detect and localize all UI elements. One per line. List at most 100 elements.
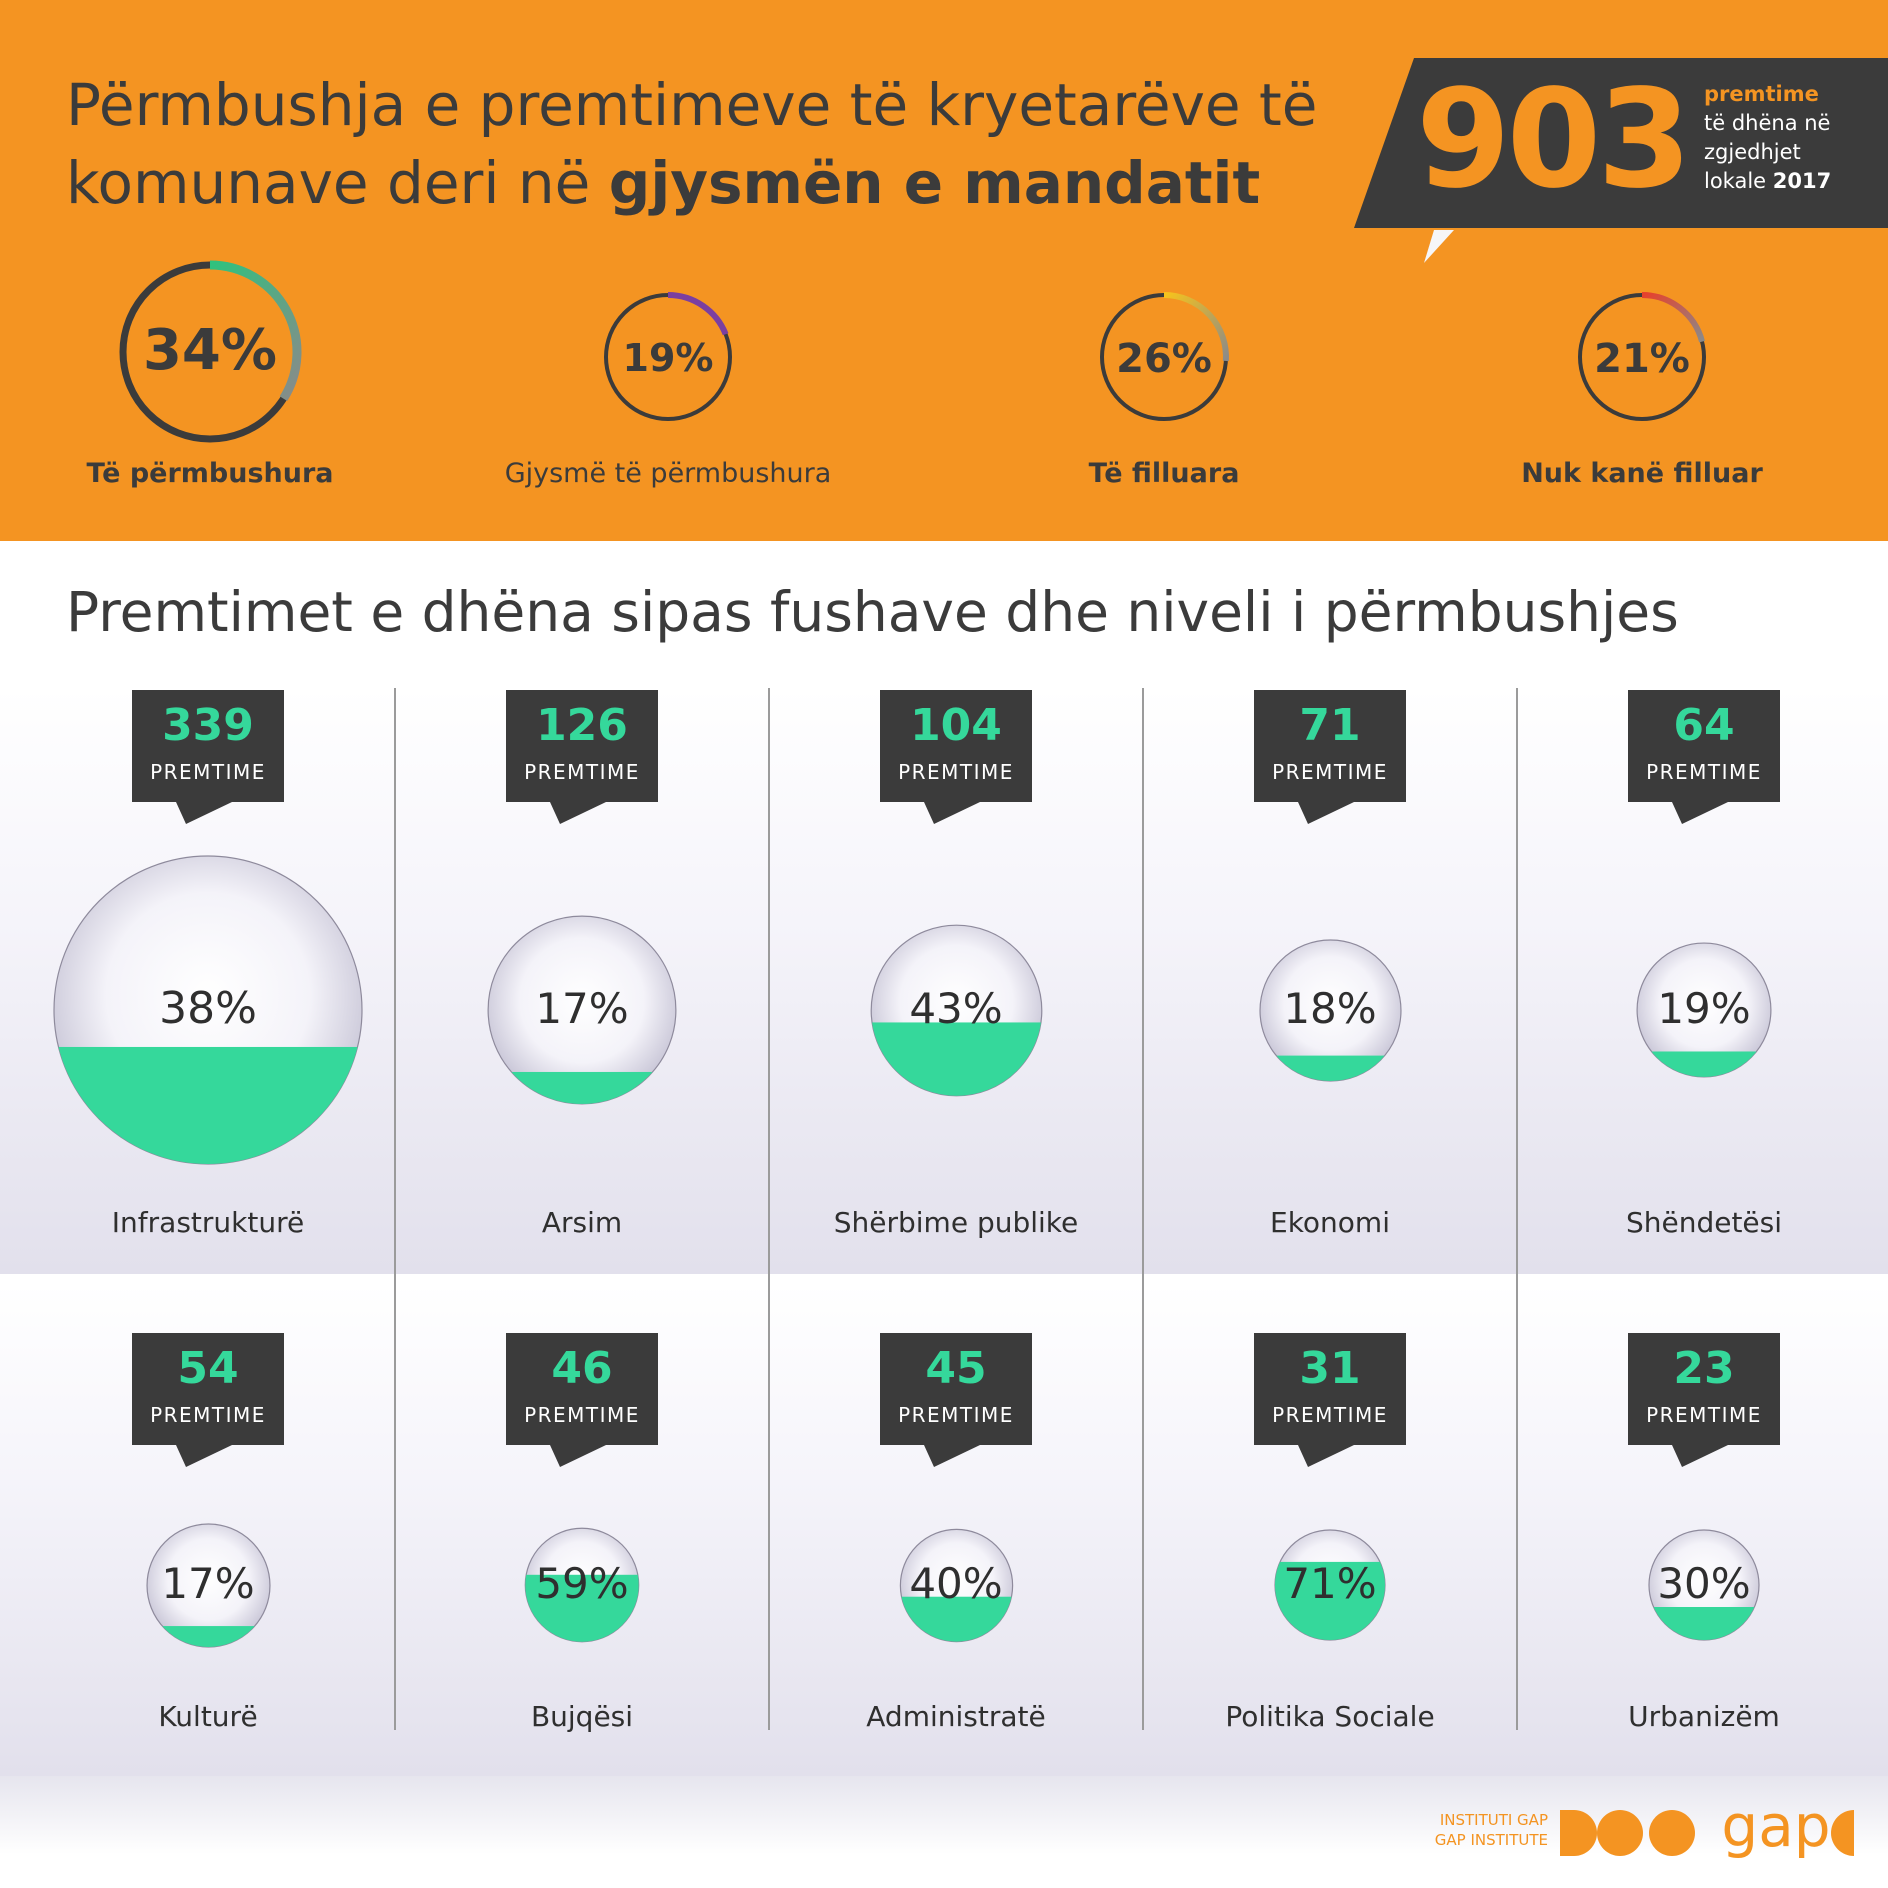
count-tag: 339 PREMTIME [132, 690, 284, 824]
org-name-en: GAP INSTITUTE [1434, 1831, 1548, 1849]
tag-shape [132, 1333, 284, 1467]
tag-shape [880, 1333, 1032, 1467]
field-name: Administratë [866, 1700, 1046, 1733]
fulfillment-bubble [487, 915, 677, 1105]
total-promises-banner: 903 premtime të dhëna në zgjedhjet lokal… [1354, 58, 1888, 263]
logo-word: gap [1721, 1798, 1830, 1860]
field-name: Ekonomi [1270, 1206, 1390, 1239]
total-label-year: 2017 [1772, 169, 1832, 193]
count-tag: 45 PREMTIME [880, 1333, 1032, 1467]
field-name: Arsim [541, 1206, 623, 1239]
bubble-circle [1636, 942, 1772, 1078]
promise-count: 104 [910, 700, 1002, 751]
fulfillment-bubble [870, 924, 1042, 1096]
banner-shape [1354, 58, 1888, 263]
column-divider [1516, 688, 1518, 1730]
promise-count: 45 [925, 1343, 987, 1394]
count-tag: 71 PREMTIME [1254, 690, 1406, 824]
status-half-fulfilled: 19% Gjysmë të përmbushura [468, 248, 868, 489]
field-name: Shëndetësi [1625, 1206, 1783, 1239]
column-divider [1142, 688, 1144, 1730]
fulfillment-bubble [899, 1528, 1013, 1642]
ring-progress-arc [209, 260, 302, 402]
count-tag: 126 PREMTIME [506, 690, 658, 824]
bubble-circle [487, 915, 677, 1105]
tag-shape [1254, 690, 1406, 824]
org-name: INSTITUTI GAP GAP INSTITUTE [1348, 1810, 1548, 1850]
total-label-lokale: lokale [1704, 169, 1767, 193]
fulfillment-bubble [145, 1522, 271, 1648]
total-label: premtime të dhëna në zgjedhjet lokale 20… [1704, 80, 1884, 196]
tag-shape [132, 690, 284, 824]
total-label-line3: lokale 2017 [1704, 167, 1884, 196]
gap-logo: gap [1560, 1798, 1854, 1860]
banner-body [1354, 58, 1888, 228]
section-title: Premtimet e dhëna sipas fushave dhe nive… [66, 580, 1679, 644]
field-name: Urbanizëm [1628, 1700, 1780, 1733]
status-label: Të filluara [1088, 458, 1240, 489]
count-tag: 104 PREMTIME [880, 690, 1032, 824]
ring-progress-arc [1641, 292, 1705, 343]
page-title: Përmbushja e premtimeve të kryetarëve të… [66, 66, 1356, 222]
total-label-line2: zgjedhjet [1704, 140, 1801, 164]
org-name-sq: INSTITUTI GAP [1439, 1811, 1548, 1829]
promise-count: 54 [177, 1343, 239, 1394]
column-divider [768, 688, 770, 1730]
field-name: Shërbime publike [833, 1206, 1079, 1239]
column-divider [394, 688, 396, 1730]
tag-shape [880, 690, 1032, 824]
count-tag: 23 PREMTIME [1628, 1333, 1780, 1467]
status-fulfilled: 34% Të përmbushura [10, 248, 410, 489]
tag-shape [1254, 1333, 1406, 1467]
promise-count: 31 [1299, 1343, 1361, 1394]
promise-unit: PREMTIME [1646, 1403, 1762, 1427]
fulfillment-bubble [524, 1527, 640, 1643]
status-ring [1578, 292, 1706, 421]
tag-shape [506, 1333, 658, 1467]
fulfillment-bubble [1258, 938, 1402, 1082]
status-label: Gjysmë të përmbushura [504, 458, 832, 489]
bubble-fill-level [1649, 1607, 1759, 1640]
promise-unit: PREMTIME [898, 760, 1014, 784]
fulfillment-percent: 40% [909, 1558, 1003, 1608]
promise-unit: PREMTIME [898, 1403, 1014, 1427]
fulfillment-bubble [1648, 1529, 1760, 1641]
fulfillment-percent: 59% [535, 1558, 629, 1608]
status-ring [119, 260, 302, 443]
promise-unit: PREMTIME [150, 1403, 266, 1427]
status-ring [604, 292, 732, 421]
fulfillment-percent: 17% [535, 983, 629, 1033]
promise-count: 71 [1299, 700, 1361, 751]
promise-count: 126 [536, 700, 628, 751]
ring-progress-arc [667, 292, 729, 336]
total-number: 903 [1416, 61, 1692, 219]
fulfillment-percent: 19% [1657, 983, 1751, 1033]
total-label-highlight: premtime [1704, 82, 1819, 106]
count-tag: 31 PREMTIME [1254, 1333, 1406, 1467]
promise-unit: PREMTIME [150, 760, 266, 784]
promise-unit: PREMTIME [1272, 760, 1388, 784]
status-value: 26% [1116, 336, 1212, 382]
promise-count: 64 [1673, 700, 1735, 751]
bubble-circle [145, 1522, 271, 1648]
status-ring [1100, 292, 1229, 421]
fulfillment-percent: 38% [159, 982, 257, 1034]
status-value: 21% [1594, 336, 1690, 382]
fulfillment-percent: 43% [909, 983, 1003, 1033]
title-bold-text: gjysmën e mandatit [608, 149, 1261, 217]
bubble-fill-level [1259, 1055, 1401, 1081]
bubble-fill-level [146, 1625, 270, 1647]
header-band: Përmbushja e premtimeve të kryetarëve të… [0, 0, 1888, 541]
bubble-fill-level [54, 1046, 362, 1164]
field-name: Kulturë [158, 1700, 258, 1733]
fulfillment-percent: 71% [1283, 1558, 1377, 1608]
status-value: 34% [142, 318, 278, 383]
tag-shape [1628, 690, 1780, 824]
title-text: Përmbushja e premtimeve të kryetarëve të… [66, 71, 1318, 217]
bubble-fill-level [870, 1021, 1042, 1096]
banner-fold [1424, 230, 1454, 263]
fulfillment-bubble [1274, 1529, 1386, 1641]
ring-progress-arc [1163, 292, 1229, 362]
promise-unit: PREMTIME [524, 1403, 640, 1427]
fulfillment-percent: 18% [1283, 983, 1377, 1033]
